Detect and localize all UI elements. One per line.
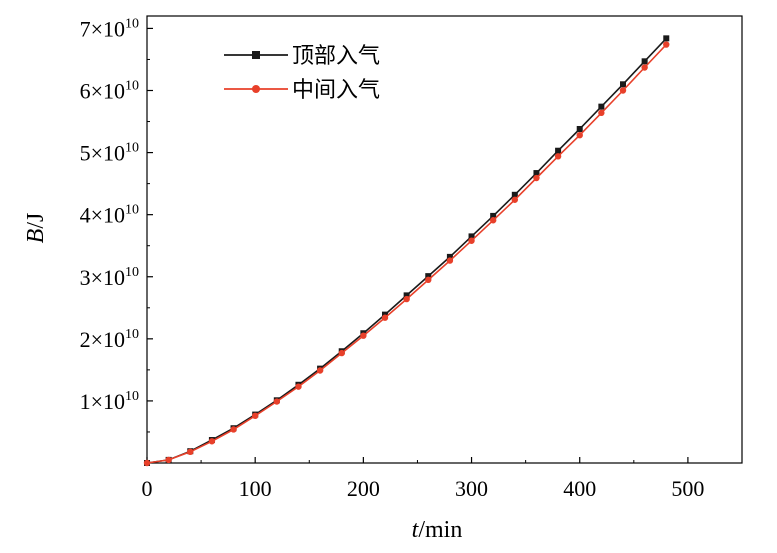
series-2-point xyxy=(251,412,259,420)
series-2-point xyxy=(468,237,475,244)
series-2-point xyxy=(663,41,670,48)
series-1-point xyxy=(598,103,605,110)
series-1-point xyxy=(533,170,540,177)
series-1-point xyxy=(576,125,583,132)
y-tick-label: 6×1010 xyxy=(80,79,139,104)
series-2-point xyxy=(425,276,432,284)
series-2-point xyxy=(554,153,562,160)
series-2-point xyxy=(316,367,324,374)
series-2-point xyxy=(489,217,497,224)
series-1-point xyxy=(403,292,410,299)
series-2-point xyxy=(230,426,237,433)
series-2-point xyxy=(273,398,281,405)
x-tick-label: 100 xyxy=(239,476,272,501)
series-1-point xyxy=(555,147,562,154)
x-tick-label: 200 xyxy=(347,476,380,501)
series-2-point xyxy=(165,456,172,464)
legend-marker-1 xyxy=(252,51,260,59)
series-2-point xyxy=(576,132,583,139)
x-tick-label: 400 xyxy=(563,476,596,501)
series-2-point xyxy=(187,448,194,456)
y-tick-label: 3×1010 xyxy=(80,265,139,290)
x-axis-title: t/min xyxy=(412,517,463,543)
series-2-point xyxy=(446,257,454,264)
series-2-point xyxy=(295,383,302,390)
series-1-point xyxy=(468,233,475,240)
y-tick-label: 7×1010 xyxy=(80,16,139,41)
series-1-point xyxy=(446,253,453,260)
x-tick-label: 0 xyxy=(142,476,153,501)
series-2-point xyxy=(533,174,540,182)
y-tick-label: 1×1010 xyxy=(80,389,139,414)
legend-marker-2 xyxy=(252,85,260,93)
series-2-point xyxy=(619,87,627,94)
y-tick-label: 4×1010 xyxy=(80,203,139,228)
series-1-point xyxy=(663,35,670,42)
y-tick-label: 5×1010 xyxy=(80,141,139,166)
series-2-point xyxy=(511,196,519,203)
y-tick-label: 2×1010 xyxy=(80,327,139,352)
series-2-point xyxy=(641,64,648,71)
x-tick-label: 500 xyxy=(671,476,704,501)
series-2-point xyxy=(143,459,151,467)
series-2-point xyxy=(403,295,410,303)
legend-label-1: 顶部入气 xyxy=(292,44,380,69)
series-1-point xyxy=(490,212,497,219)
y-axis-title: B/J xyxy=(23,213,49,244)
series-2-point xyxy=(338,349,345,357)
series-1-point xyxy=(641,58,648,65)
series-line-2 xyxy=(146,44,667,464)
series-2-point xyxy=(360,332,367,339)
series-1-point xyxy=(425,273,432,280)
plot-area-frame xyxy=(146,15,743,464)
x-tick-label: 300 xyxy=(455,476,488,501)
series-2-point xyxy=(381,314,389,321)
series-1-point xyxy=(511,191,518,198)
series-1-point xyxy=(620,81,626,88)
series-line-1 xyxy=(146,37,667,464)
legend-label-2: 中间入气 xyxy=(292,78,380,103)
series-2-point xyxy=(598,109,605,117)
series-2-point xyxy=(208,438,216,445)
